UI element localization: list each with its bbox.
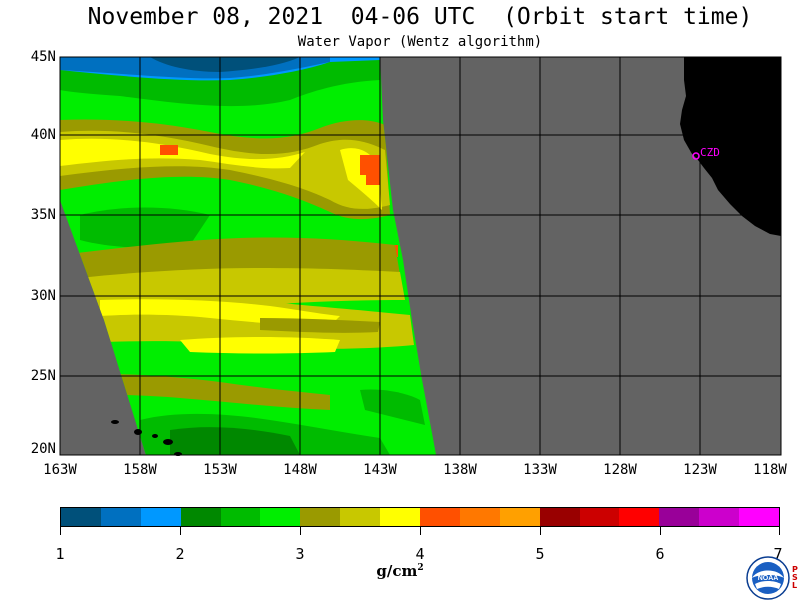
station-marker-czd: CZD bbox=[692, 146, 720, 160]
colorbar-tick-mark bbox=[300, 527, 301, 535]
lat-label-45n: 45N bbox=[30, 49, 56, 65]
colorbar-swatch-12 bbox=[499, 508, 540, 526]
lon-label-163w: 163W bbox=[43, 462, 77, 478]
lon-label-118w: 118W bbox=[753, 462, 787, 478]
colorbar-swatch-16 bbox=[659, 508, 700, 526]
colorbar-swatch-11 bbox=[459, 508, 500, 526]
colorbar-swatch-13 bbox=[539, 508, 580, 526]
colorbar-swatch-4 bbox=[180, 508, 221, 526]
lon-label-153w: 153W bbox=[203, 462, 237, 478]
station-label: CZD bbox=[700, 146, 720, 159]
lat-label-25n: 25N bbox=[30, 368, 56, 384]
colorbar-tick-2: 2 bbox=[175, 545, 185, 563]
lat-label-40n: 40N bbox=[30, 127, 56, 143]
colorbar-tick-5: 5 bbox=[535, 545, 545, 563]
map-subtitle: Water Vapor (Wentz algorithm) bbox=[297, 34, 543, 50]
colorbar-swatch-17 bbox=[699, 508, 740, 526]
psl-letter-s: S bbox=[792, 573, 798, 582]
north-america-landmass bbox=[680, 57, 781, 236]
colorbar-tick-mark bbox=[60, 527, 61, 535]
lon-label-148w: 148W bbox=[283, 462, 317, 478]
lon-label-143w: 143W bbox=[363, 462, 397, 478]
map-grid bbox=[60, 57, 781, 455]
colorbar-swatch-1 bbox=[61, 508, 101, 526]
colorbar-swatch-18 bbox=[739, 508, 780, 526]
lon-label-158w: 158W bbox=[123, 462, 157, 478]
psl-letter-p: P bbox=[792, 565, 798, 574]
colorbar-tick-1: 1 bbox=[55, 545, 65, 563]
colorbar-swatch-3 bbox=[140, 508, 181, 526]
colorbar-tick-6: 6 bbox=[655, 545, 665, 563]
noaa-logo: NOAA bbox=[746, 556, 790, 600]
colorbar bbox=[60, 507, 780, 527]
colorbar-swatch-7 bbox=[300, 508, 341, 526]
lat-label-35n: 35N bbox=[30, 207, 56, 223]
psl-letter-l: L bbox=[792, 581, 798, 590]
lon-label-128w: 128W bbox=[603, 462, 637, 478]
units-base: g/cm bbox=[376, 562, 418, 580]
colorbar-tick-mark bbox=[779, 527, 780, 535]
psl-mark: P S L bbox=[792, 566, 800, 590]
colorbar-tick-7: 7 bbox=[773, 545, 783, 563]
lat-label-20n: 20N bbox=[30, 441, 56, 457]
lon-label-133w: 133W bbox=[523, 462, 557, 478]
logo-text: NOAA bbox=[758, 575, 779, 582]
map-frame bbox=[59, 56, 782, 456]
colorbar-tick-mark bbox=[180, 527, 181, 535]
units-exponent: 2 bbox=[417, 563, 424, 573]
lon-label-138w: 138W bbox=[443, 462, 477, 478]
colorbar-swatch-2 bbox=[100, 508, 141, 526]
colorbar-tick-4: 4 bbox=[415, 545, 425, 563]
colorbar-tick-mark bbox=[420, 527, 421, 535]
colorbar-swatch-14 bbox=[579, 508, 620, 526]
colorbar-tick-mark bbox=[660, 527, 661, 535]
colorbar-units: g/cm2 bbox=[340, 562, 460, 580]
colorbar-swatch-10 bbox=[420, 508, 460, 526]
lat-label-30n: 30N bbox=[30, 288, 56, 304]
map-title: November 08, 2021 04-06 UTC (Orbit start… bbox=[87, 4, 753, 30]
colorbar-swatch-9 bbox=[380, 508, 421, 526]
colorbar-swatch-15 bbox=[619, 508, 660, 526]
colorbar-swatch-6 bbox=[260, 508, 301, 526]
colorbar-tick-mark bbox=[540, 527, 541, 535]
colorbar-swatch-5 bbox=[220, 508, 261, 526]
colorbar-swatch-8 bbox=[340, 508, 381, 526]
colorbar-tick-3: 3 bbox=[295, 545, 305, 563]
lon-label-123w: 123W bbox=[683, 462, 717, 478]
